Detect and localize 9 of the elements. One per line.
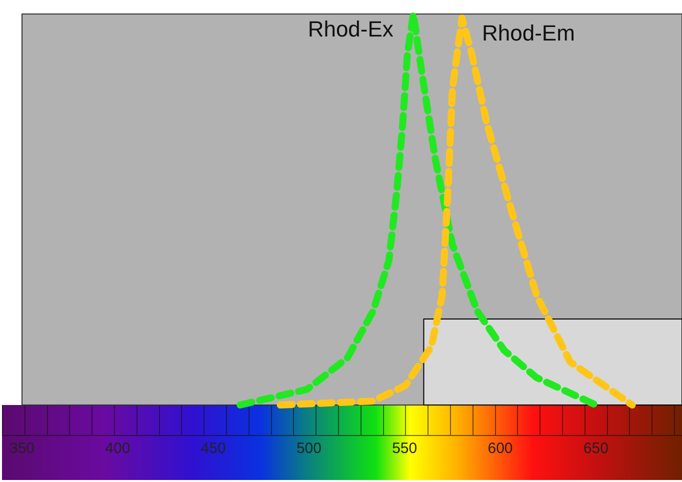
series-label: Rhod-Ex [308, 16, 394, 42]
x-tick-label: 600 [488, 440, 513, 457]
x-tick-label: 650 [583, 440, 608, 457]
x-tick-label: 550 [392, 440, 418, 457]
x-tick-label: 500 [296, 440, 322, 457]
x-tick-label: 400 [105, 440, 130, 457]
x-tick-label: 350 [9, 440, 35, 457]
series-label: Rhod-Em [482, 20, 575, 46]
x-tick-label: 450 [200, 440, 226, 457]
